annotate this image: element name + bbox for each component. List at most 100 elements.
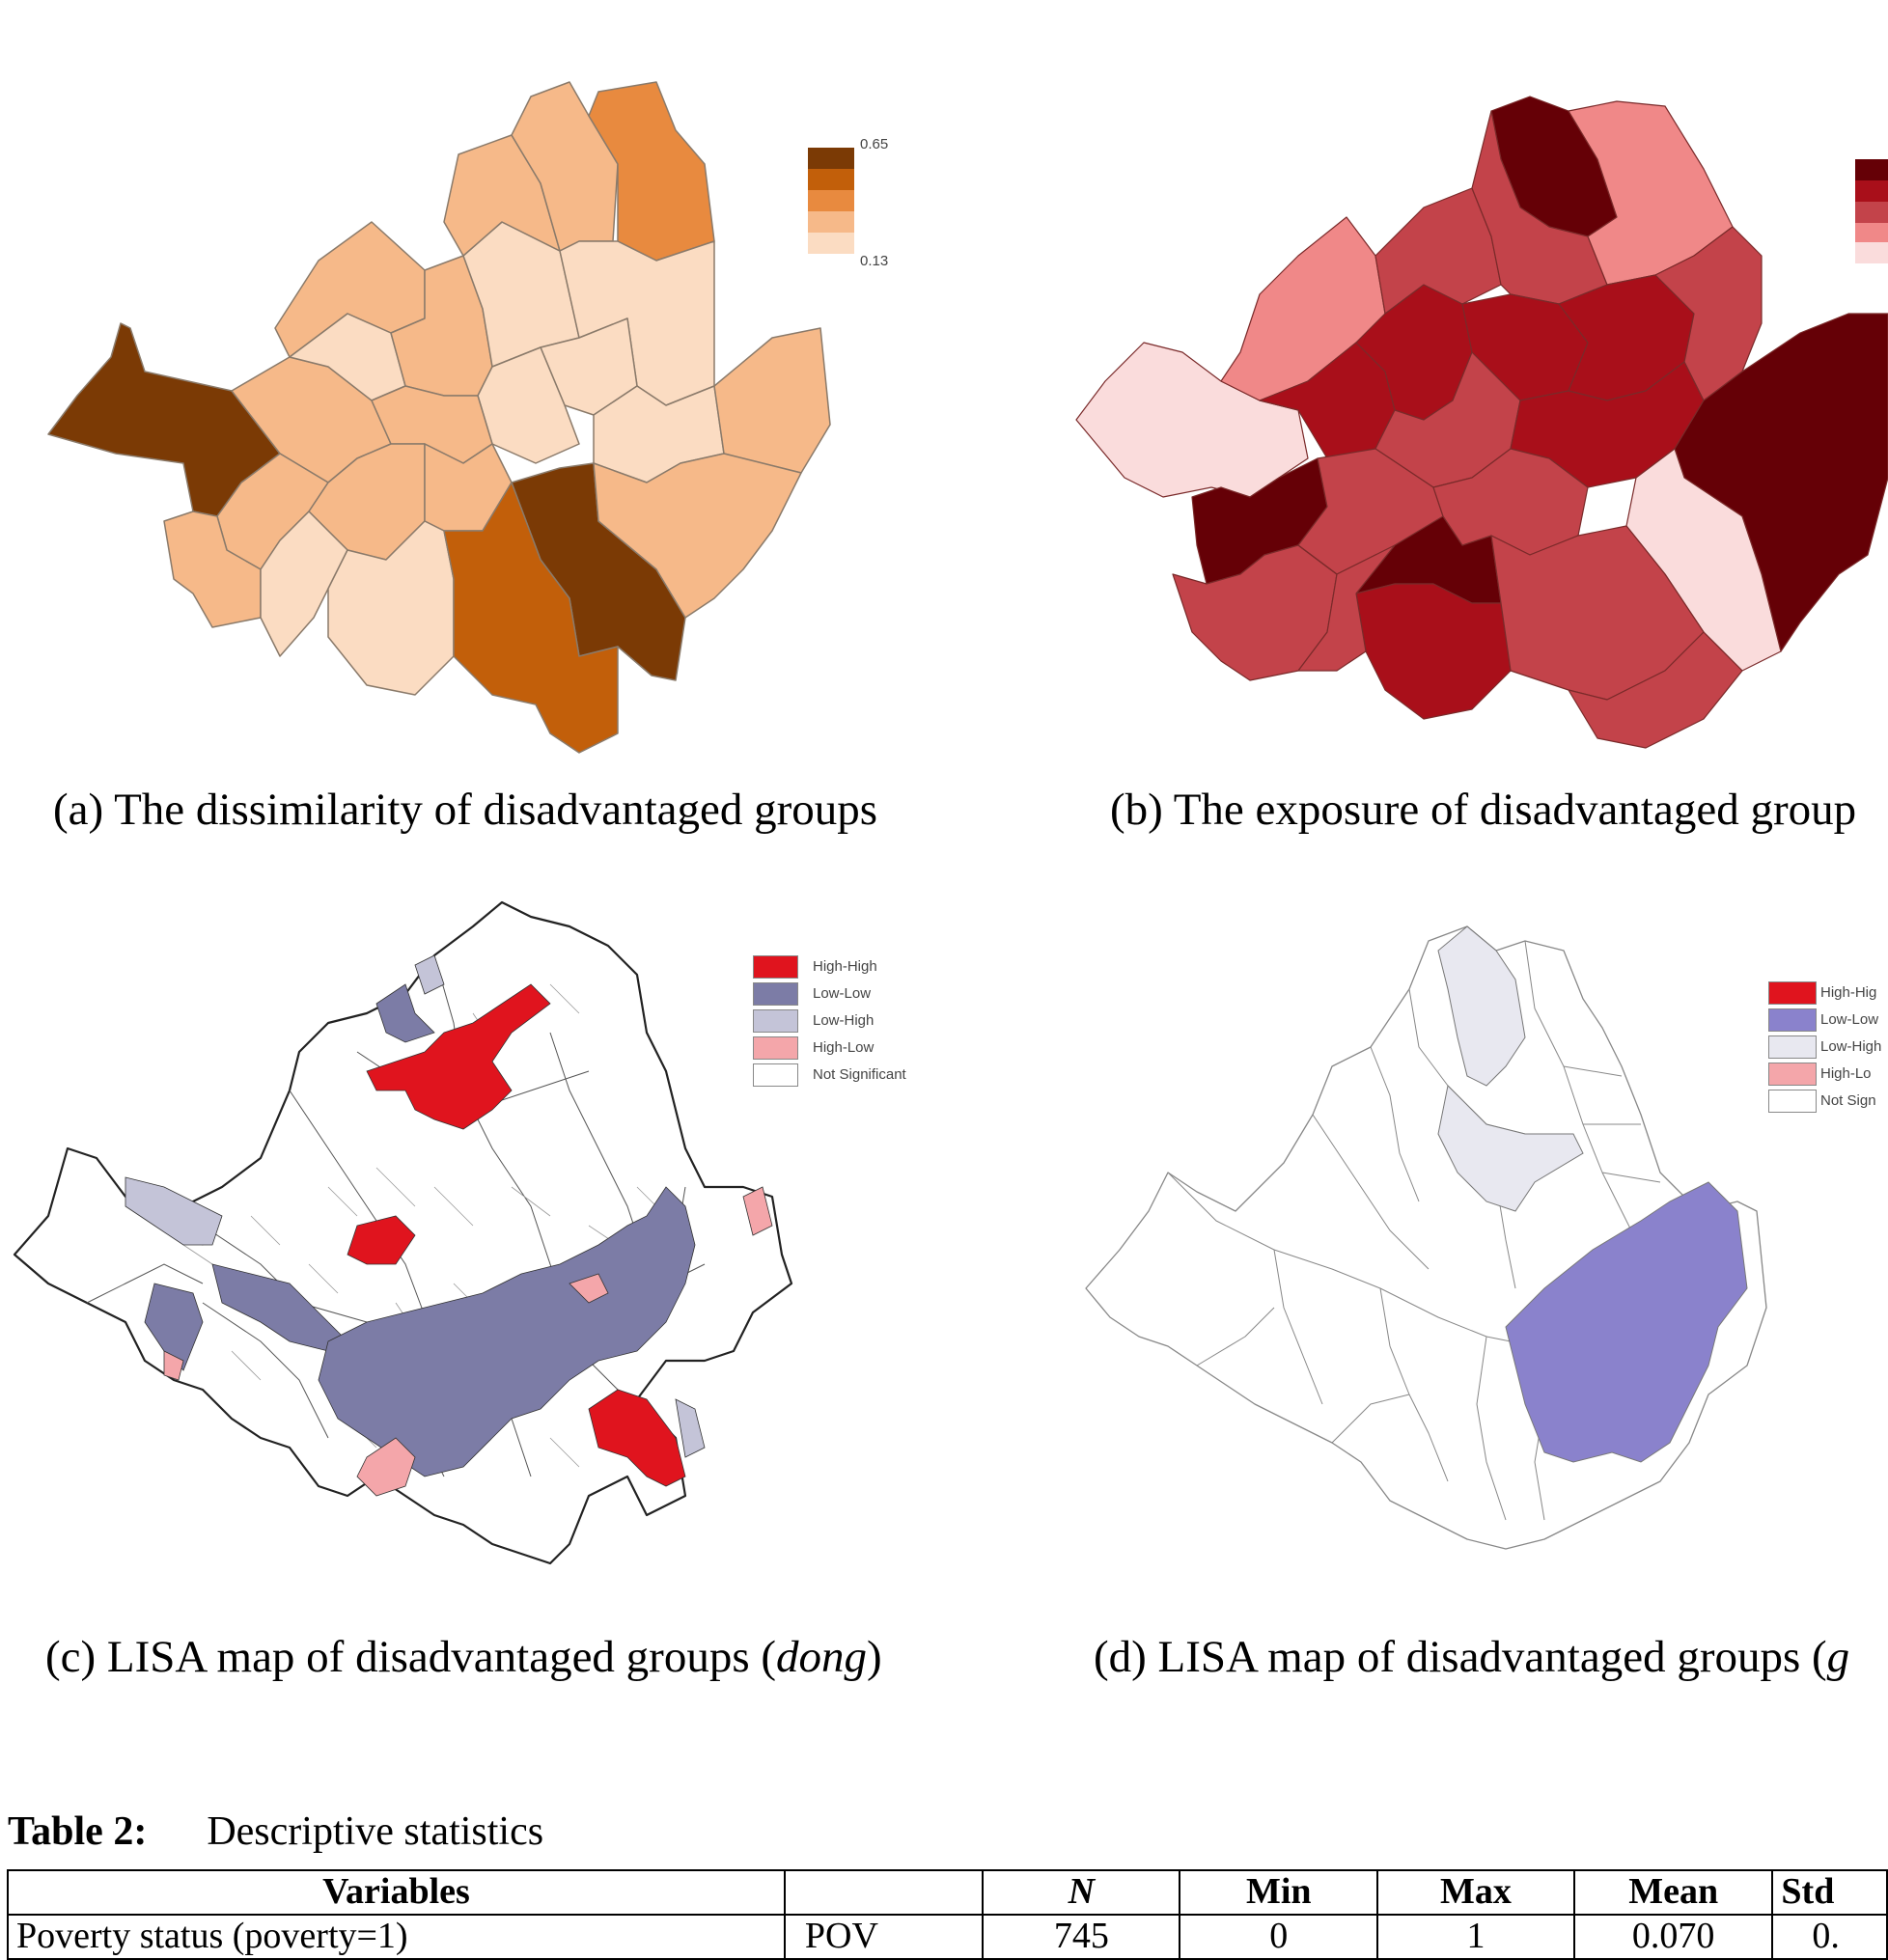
header-max: Max [1376,1869,1575,1916]
district-south-red [1355,583,1512,720]
header-min: Min [1179,1869,1379,1916]
cell-code: POV [783,1913,985,1960]
legend-c-swatch-2 [753,982,798,1006]
lisa-c-high-low-northeast [742,1186,773,1236]
legend-d-item-2: Low-Low [1768,1008,1888,1034]
legend-c-item-1: High-High [753,955,1071,980]
lisa-c-high-low-south [356,1437,416,1497]
caption-c-italic: dong [776,1632,868,1682]
legend-a-swatch-4 [808,211,854,233]
legend-d-swatch-2 [1768,1008,1817,1032]
legend-b [1855,159,1888,263]
caption-d-italic: g [1826,1632,1850,1682]
legend-c-label-3: Low-High [813,1012,875,1029]
cell-variable: Poverty status (poverty=1) [7,1913,786,1960]
lisa-d-low-high-center [1437,1084,1584,1212]
legend-c-item-2: Low-Low [753,982,1071,1008]
legend-b-swatch-3 [1855,202,1888,223]
legend-d-label-5: Not Sign [1820,1092,1876,1109]
legend-d-swatch-1 [1768,981,1817,1005]
cell-n: 745 [982,1913,1181,1960]
cell-min: 0 [1179,1913,1379,1960]
lisa-c-high-high-south [588,1389,686,1487]
legend-d-label-2: Low-Low [1820,1011,1879,1028]
legend-a-swatch-2 [808,169,854,190]
legend-c-item-3: Low-High [753,1009,1071,1035]
legend-a [808,148,854,256]
caption-c: (c) LISA map of disadvantaged groups (do… [45,1635,882,1680]
map-panel-c [10,897,801,1573]
exposure-choropleth-map [1075,96,1888,749]
legend-c-swatch-4 [753,1036,798,1060]
legend-a-max-label: 0.65 [860,136,889,152]
legend-d-label-1: High-Hig [1820,984,1877,1001]
legend-d-swatch-4 [1768,1063,1817,1086]
legend-a-swatch-3 [808,190,854,211]
cell-mean: 0.070 [1572,1913,1774,1960]
lisa-d-low-high-north [1437,925,1526,1087]
table-label: Table 2: [8,1809,148,1854]
legend-d-item-3: Low-High [1768,1035,1888,1061]
legend-c-label-1: High-High [813,958,877,975]
district-south-orange [443,482,619,754]
legend-d-item-1: High-Hig [1768,981,1888,1007]
dissimilarity-choropleth-map [47,81,831,754]
district-north-b [511,81,619,252]
legend-d-swatch-5 [1768,1090,1817,1113]
lisa-c-high-low-southwest [163,1350,184,1381]
legend-d-label-4: High-Lo [1820,1065,1872,1082]
caption-a: (a) The dissimilarity of disadvantaged g… [53,785,878,835]
legend-d-swatch-3 [1768,1035,1817,1059]
legend-c-label-2: Low-Low [813,985,872,1002]
legend-a-swatch-5 [808,233,854,254]
header-mean: Mean [1572,1869,1774,1916]
cell-std: 0. [1771,1913,1888,1960]
header-variables: Variables [7,1869,786,1916]
caption-c-text-2: ) [867,1632,882,1682]
legend-d-item-5: Not Sign [1768,1090,1888,1115]
legend-a-swatch-1 [808,148,854,169]
lisa-map-dong [13,900,793,1565]
header-n-italic: N [1068,1871,1096,1912]
header-code [783,1869,985,1916]
district-southeast-mid [1568,631,1743,749]
caption-b: (b) The exposure of disadvantaged group [1110,785,1857,835]
district-center-b [477,346,580,464]
legend-b-swatch-5 [1855,242,1888,263]
district-east-c [593,453,802,619]
lisa-d-boundaries [1167,940,1661,1521]
district-south-mid-c [1297,544,1396,672]
legend-d-label-3: Low-High [1820,1038,1882,1055]
legend-c-item-4: High-Low [753,1036,1071,1062]
legend-c-swatch-5 [753,1063,798,1087]
header-n: N [982,1869,1181,1916]
lisa-d-low-low-southeast [1505,1181,1748,1463]
district-east-b [713,327,831,474]
caption-d-text-1: (d) LISA map of disadvantaged groups ( [1094,1632,1827,1682]
district-northwest-pale [1075,342,1309,498]
lisa-c-high-low-east [569,1273,609,1304]
header-std: Std [1771,1869,1888,1916]
lisa-c-low-high-west [125,1176,223,1246]
legend-b-swatch-1 [1855,159,1888,180]
legend-c-swatch-1 [753,955,798,979]
legend-b-swatch-2 [1855,180,1888,202]
cell-max: 1 [1376,1913,1575,1960]
map-panel-b [1067,92,1888,767]
caption-c-text-1: (c) LISA map of disadvantaged groups ( [45,1632,777,1682]
lisa-map-gu [1085,925,1767,1550]
lisa-c-low-high-north [414,954,445,995]
caption-d: (d) LISA map of disadvantaged groups (g [1094,1635,1849,1680]
lisa-c-high-high-north [366,983,551,1130]
legend-a-min-label: 0.13 [860,253,889,269]
table-row: Poverty status (poverty=1) POV 745 0 1 0… [7,1913,1888,1960]
table-header-row: Variables N Min Max Mean Std [7,1869,1888,1916]
legend-c-item-5: Not Significant [753,1063,1071,1089]
legend-c-label-4: High-Low [813,1039,875,1056]
legend-c-label-5: Not Significant [813,1066,906,1083]
lisa-c-low-low-north [375,983,435,1043]
legend-d-item-4: High-Lo [1768,1063,1888,1088]
lisa-c-high-high-center [347,1215,416,1265]
district-south-west-d [260,511,348,657]
lisa-c-low-low-southwest [144,1283,204,1371]
